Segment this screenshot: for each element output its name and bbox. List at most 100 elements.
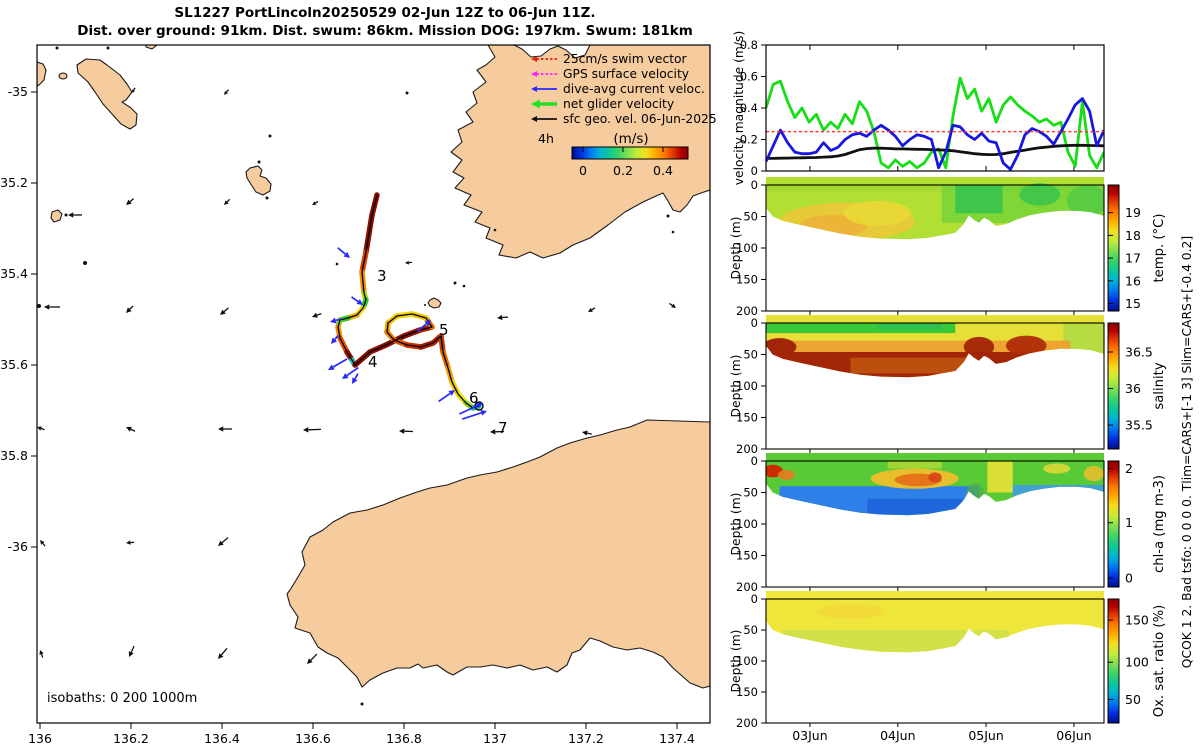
section-patch	[766, 323, 956, 334]
current-arrow	[342, 366, 359, 379]
map-islets-specks	[37, 46, 675, 706]
legend-item-label: net glider velocity	[563, 97, 674, 111]
section-patch	[955, 185, 1003, 214]
qc-annotation: QCOK 1 2. Bad tsfo: 0 0 0 0. Tlim=CARS+[…	[1180, 236, 1194, 668]
depth-axis-label: Depth (m)	[729, 630, 743, 693]
geo-velocity-arrow	[307, 653, 318, 664]
section-patch	[987, 461, 1013, 493]
depth-tick-label: 50	[743, 623, 758, 637]
geo-velocity-arrow	[224, 198, 231, 205]
colorbar-tick-label: 100	[1125, 655, 1149, 670]
ox-colorbar	[1107, 598, 1120, 724]
velocity-y-tick-label: 0.8	[740, 38, 758, 52]
geo-velocity-arrow	[128, 645, 135, 657]
velocity-y-tick-label: 0	[751, 164, 758, 178]
current-arrow	[328, 358, 348, 370]
legend-colorbar-title: (m/s)	[613, 131, 648, 147]
legend-item-label: 25cm/s swim vector	[563, 52, 688, 66]
section-patch	[1012, 484, 1104, 499]
temp-colorbar	[1107, 184, 1120, 312]
geo-velocity-arrow	[37, 426, 45, 431]
colorbar-tick-label: 0	[1125, 571, 1133, 586]
current-arrow	[337, 247, 350, 258]
depth-tick-label: 150	[736, 273, 758, 287]
colorbar-axis-label: chl-a (mg m-3)	[1152, 475, 1167, 573]
section-patch	[782, 630, 1010, 653]
section-patch	[965, 483, 986, 515]
x-tick-label: 137.2	[568, 731, 604, 746]
colorbar-tick-label: 35.5	[1125, 418, 1153, 433]
depth-tick-label: 200	[736, 716, 758, 730]
geo-velocity-arrow	[68, 212, 82, 218]
geo-velocity-arrow	[218, 647, 228, 659]
section-patch	[766, 185, 1104, 192]
colorbar-axis-label: salinity	[1152, 362, 1167, 409]
time-tick-label: 05Jun	[968, 728, 1003, 743]
colorbar-tick-label: 150	[1125, 613, 1149, 628]
section-patch	[928, 472, 942, 483]
island-thistle	[76, 58, 138, 130]
depth-tick-label: 0	[751, 592, 758, 606]
section-patch	[766, 338, 797, 356]
y-tick-label: 35.8	[0, 448, 28, 463]
geo-velocity-arrow	[126, 198, 135, 205]
section-patch	[877, 323, 942, 330]
velocity-series-dive-avg	[766, 97, 1104, 171]
legend-arrow	[531, 85, 557, 93]
section-patch	[1005, 335, 1047, 356]
isobaths-note: isobaths: 0 200 1000m	[47, 691, 197, 706]
geo-velocity-arrow	[490, 429, 505, 435]
depth-tick-label: 200	[736, 442, 758, 456]
geo-velocity-arrow	[218, 537, 229, 546]
x-tick-label: 136	[28, 731, 52, 746]
y-tick-label: 35.4	[0, 266, 28, 281]
legend-item-label: sfc geo. vel. 06-Jun-2025	[563, 112, 717, 126]
depth-axis-label: Depth (m)	[729, 217, 743, 280]
depth-tick-label: 100	[736, 517, 758, 531]
island-mid	[245, 165, 272, 196]
y-tick-label: -35	[8, 84, 28, 99]
depth-axis-label: Depth (m)	[729, 355, 743, 418]
x-tick-label: 137	[483, 731, 507, 746]
y-tick-label: -36	[8, 539, 28, 554]
y-tick-label: 35.2	[0, 175, 28, 190]
legend-arrow	[531, 55, 557, 63]
waypoint-label: 4	[368, 353, 378, 371]
x-tick-label: 136.6	[295, 731, 331, 746]
dive-avg-current-arrows	[328, 247, 487, 420]
current-arrow	[330, 317, 342, 324]
depth-tick-label: 150	[736, 685, 758, 699]
legend-colorbar-tick-label: 0.2	[613, 163, 633, 178]
waypoint-labels: 3 4 5 6 7	[368, 267, 508, 437]
current-arrow	[438, 390, 455, 403]
colorbar-axis-label: temp. (°C)	[1152, 214, 1167, 283]
depth-tick-label: 150	[736, 411, 758, 425]
colorbar-tick-label: 18	[1125, 228, 1141, 243]
depth-tick-label: 100	[736, 241, 758, 255]
geo-velocity-arrow	[399, 428, 414, 434]
geo-velocity-arrow	[224, 89, 229, 95]
waypoint-label: 5	[439, 321, 449, 339]
depth-axis-label: Depth (m)	[729, 493, 743, 556]
geo-velocity-arrow	[669, 302, 676, 308]
legend-colorbar-tick-label: 0	[579, 163, 587, 178]
legend-duration-label: 4h	[538, 131, 554, 146]
section-patch	[963, 336, 995, 358]
geo-velocity-arrow	[497, 314, 509, 321]
geo-velocity-arrow	[44, 304, 60, 310]
geo-velocity-arrow	[220, 307, 229, 315]
depth-tick-label: 200	[736, 580, 758, 594]
section-patch	[850, 357, 976, 374]
figure-title: SL1227 PortLincoln20250529 02-Jun 12Z to…	[174, 5, 595, 21]
colorbar-tick-label: 36.5	[1125, 344, 1153, 359]
land-kangaroo-island	[286, 419, 710, 689]
colorbar-tick-label: 2	[1125, 461, 1133, 476]
legend-item-label: GPS surface velocity	[563, 67, 689, 81]
section-patch	[766, 340, 1071, 354]
depth-tick-label: 50	[743, 486, 758, 500]
colorbar-tick-label: 17	[1125, 251, 1141, 266]
section-patch	[1043, 463, 1071, 474]
